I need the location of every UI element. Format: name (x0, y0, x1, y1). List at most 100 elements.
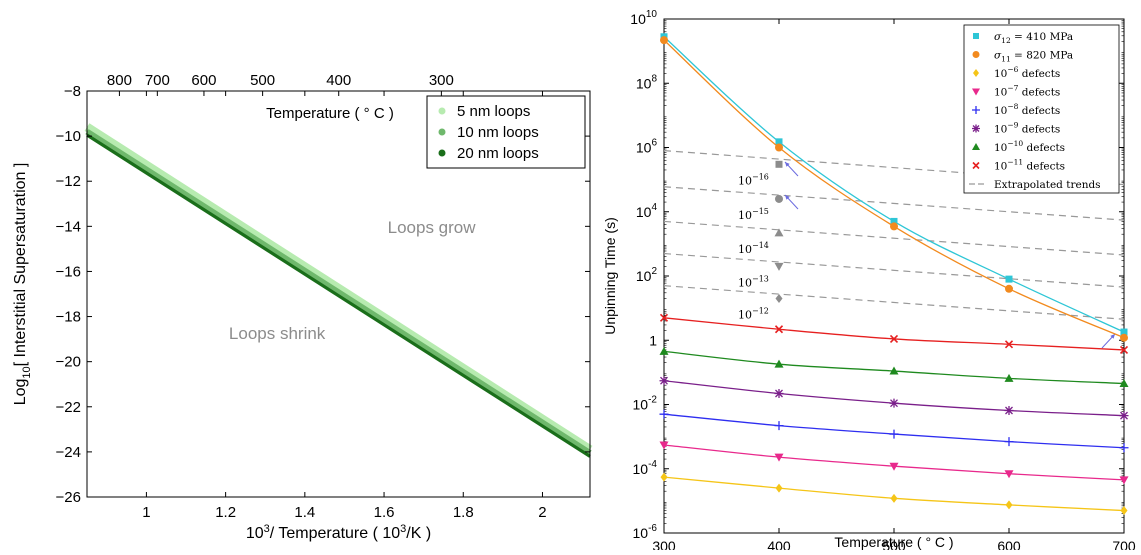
y-tick-label: −20 (56, 354, 81, 371)
data-point (660, 472, 668, 482)
extrapolated-label: 10−15 (738, 207, 769, 222)
annotation-arrowhead (785, 195, 790, 200)
legend-label: 10−11 defects (994, 158, 1065, 173)
y-tick-label: 10-6 (633, 523, 658, 541)
data-point (889, 462, 899, 471)
y-tick-label: 102 (636, 266, 658, 284)
y-tick-label: 108 (636, 73, 658, 91)
data-point (659, 376, 669, 386)
extrapolated-label: 10−13 (738, 274, 769, 289)
y-tick-label: 106 (636, 138, 658, 156)
y-axis-label: Log10[ Interstitial Supersaturation ] (12, 163, 33, 406)
x-tick-label: 1.6 (374, 504, 395, 521)
data-point (659, 409, 669, 419)
series-curve-8 (663, 317, 1125, 351)
extrapolated-label: 10−12 (738, 306, 769, 321)
data-point (774, 453, 784, 462)
y-tick-label: −14 (56, 218, 81, 235)
series-curve-3 (663, 476, 1125, 512)
data-point (774, 325, 784, 334)
extrapolated-label: 10−14 (738, 241, 769, 256)
data-point (1005, 275, 1013, 283)
y-tick-label: −22 (56, 399, 81, 416)
data-point (659, 441, 669, 450)
legend-box (426, 95, 586, 169)
legend-box (963, 24, 1120, 194)
annotation-label: Loops grow (388, 218, 477, 237)
y-tick-label: 104 (636, 202, 658, 220)
extrapolated-marker (774, 262, 784, 271)
legend-label: 5 nm loops (457, 103, 530, 120)
data-point (890, 217, 898, 225)
legend-label: σ12 = 410 MPa (994, 31, 1073, 45)
data-point (774, 359, 784, 368)
data-point (890, 493, 898, 503)
data-point (1119, 476, 1129, 485)
legend-marker (973, 69, 979, 77)
legend-label: 20 nm loops (457, 145, 539, 162)
x-axis-label: 103/ Temperature ( 103/K ) (246, 523, 431, 542)
extrapolated-trend-line (663, 220, 1125, 256)
x-tick-label: 400 (767, 538, 791, 550)
y-tick-label: −16 (56, 263, 81, 280)
series-curve-6 (663, 380, 1125, 417)
data-point (889, 366, 899, 375)
legend-marker (973, 33, 979, 39)
y-tick-label: −18 (56, 309, 81, 326)
extrapolated-trend-line (663, 252, 1125, 288)
legend-marker (438, 107, 446, 115)
legend-marker (438, 149, 446, 157)
series-line-1 (84, 123, 593, 454)
data-point (1120, 333, 1128, 342)
legend-marker (972, 124, 980, 133)
legend-marker (972, 51, 980, 58)
extrapolated-trend-line (663, 186, 1125, 221)
legend-label: 10−6 defects (994, 65, 1060, 80)
data-point (775, 483, 783, 493)
extrapolated-marker (775, 293, 783, 303)
legend-label: 10 nm loops (457, 124, 539, 141)
data-point (1120, 328, 1128, 336)
annotation-arrowhead (785, 162, 790, 167)
y-tick-label: 10-2 (633, 395, 658, 413)
data-point (1005, 284, 1013, 293)
legend-label: 10−8 defects (994, 102, 1060, 117)
top-axis-label: Temperature ( ° C ) (266, 105, 394, 122)
legend-marker (972, 106, 980, 114)
legend-label: 10−9 defects (994, 121, 1060, 136)
left-chart: 1 1.2 1.4 1.6 1.8 2 −10 −12 −14 −16 −18 −20 −22 −24 −2… (12, 72, 593, 542)
data-point (774, 389, 784, 398)
legend-marker (972, 161, 980, 170)
top-tick-label: 700 (145, 72, 170, 89)
top-tick-label: 800 (107, 72, 132, 89)
data-point (775, 143, 783, 152)
extrapolated-marker (774, 228, 784, 237)
legend-label: σ11 = 820 MPa (994, 50, 1073, 64)
extrapolated-label: 10−16 (738, 172, 769, 187)
data-point (660, 36, 668, 45)
x-axis-label: Temperature ( ° C ) (834, 534, 953, 550)
series-line-3 (86, 133, 591, 458)
y-tick-label: 10-4 (633, 459, 658, 477)
extrapolated-marker (775, 160, 783, 168)
x-tick-label: 700 (1112, 538, 1136, 550)
y-tick-label: −24 (56, 444, 81, 461)
annotation-arrowhead (1110, 334, 1115, 339)
data-point (774, 421, 784, 431)
x-tick-label: 1.4 (294, 504, 315, 521)
data-point (1119, 345, 1129, 354)
x-tick-label: 2 (538, 504, 546, 521)
x-tick-label: 1.8 (453, 504, 474, 521)
series-line-2 (85, 129, 592, 456)
x-tick-label: 300 (652, 538, 676, 550)
data-point (1004, 373, 1014, 382)
legend-marker (972, 143, 980, 150)
data-point (1004, 406, 1014, 416)
data-point (1005, 500, 1013, 510)
data-point (1004, 470, 1014, 479)
x-tick-label: 1.2 (215, 504, 236, 521)
series-curve-4 (663, 444, 1125, 481)
